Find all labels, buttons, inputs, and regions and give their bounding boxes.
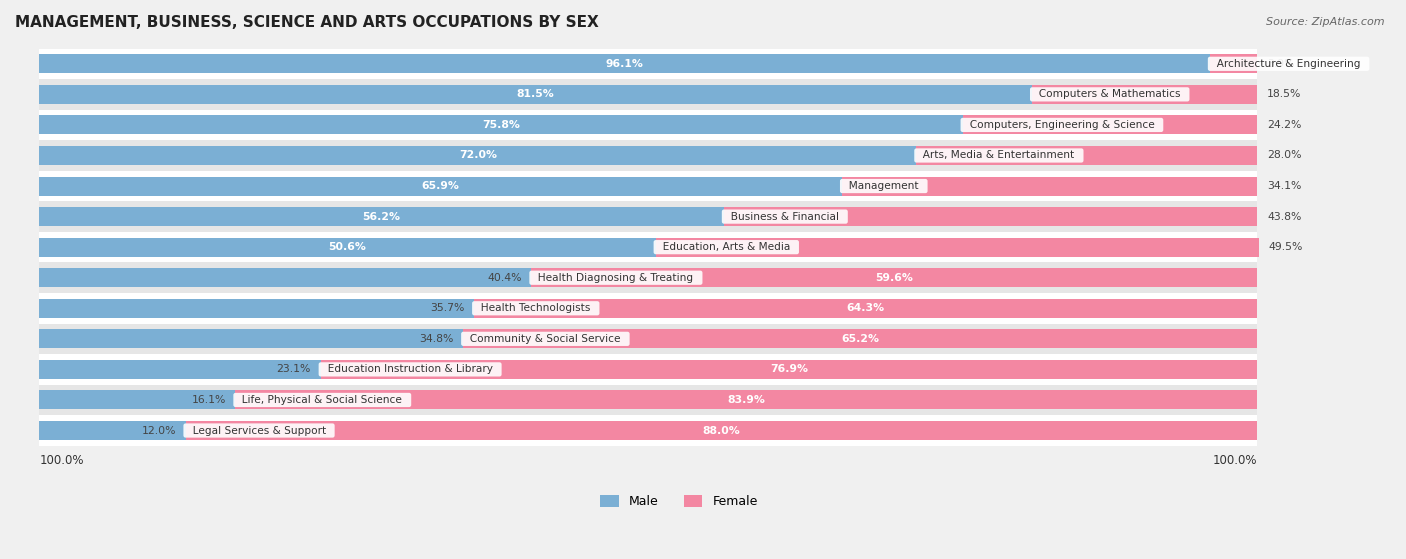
Bar bbox=[463, 329, 1257, 348]
Bar bbox=[39, 299, 474, 318]
Text: 28.0%: 28.0% bbox=[1267, 150, 1302, 160]
Bar bbox=[39, 49, 1257, 79]
Text: Computers, Engineering & Science: Computers, Engineering & Science bbox=[963, 120, 1161, 130]
Text: 83.9%: 83.9% bbox=[727, 395, 765, 405]
Bar bbox=[917, 146, 1257, 165]
Bar bbox=[531, 268, 1257, 287]
Text: 76.9%: 76.9% bbox=[770, 364, 808, 375]
Text: 81.5%: 81.5% bbox=[517, 89, 554, 100]
Bar bbox=[39, 324, 1257, 354]
Text: 12.0%: 12.0% bbox=[141, 425, 176, 435]
Bar bbox=[39, 54, 1211, 73]
Text: 24.2%: 24.2% bbox=[1267, 120, 1302, 130]
Legend: Male, Female: Male, Female bbox=[595, 490, 762, 513]
Bar bbox=[842, 177, 1257, 196]
Bar bbox=[39, 354, 1257, 385]
Bar bbox=[235, 391, 1257, 409]
Bar bbox=[39, 232, 1257, 262]
Text: 16.1%: 16.1% bbox=[191, 395, 226, 405]
Text: 64.3%: 64.3% bbox=[846, 304, 884, 313]
Bar bbox=[321, 360, 1257, 379]
Text: Education Instruction & Library: Education Instruction & Library bbox=[321, 364, 499, 375]
Bar bbox=[39, 116, 963, 134]
Text: Computers & Mathematics: Computers & Mathematics bbox=[1032, 89, 1187, 100]
Text: 50.6%: 50.6% bbox=[329, 242, 367, 252]
Bar bbox=[39, 268, 531, 287]
Text: 100.0%: 100.0% bbox=[39, 454, 84, 467]
Text: 100.0%: 100.0% bbox=[1213, 454, 1257, 467]
Bar bbox=[186, 421, 1257, 440]
Bar bbox=[39, 385, 1257, 415]
Text: 35.7%: 35.7% bbox=[430, 304, 464, 313]
Text: 3.9%: 3.9% bbox=[1267, 59, 1295, 69]
Text: 18.5%: 18.5% bbox=[1267, 89, 1302, 100]
Text: 65.2%: 65.2% bbox=[841, 334, 879, 344]
Text: 88.0%: 88.0% bbox=[703, 425, 741, 435]
Text: Business & Financial: Business & Financial bbox=[724, 212, 845, 221]
Text: Life, Physical & Social Science: Life, Physical & Social Science bbox=[235, 395, 409, 405]
Bar bbox=[655, 238, 1258, 257]
Bar bbox=[39, 415, 1257, 446]
Text: 56.2%: 56.2% bbox=[363, 212, 401, 221]
Text: 75.8%: 75.8% bbox=[482, 120, 520, 130]
Text: 59.6%: 59.6% bbox=[876, 273, 914, 283]
Bar bbox=[724, 207, 1257, 226]
Text: Legal Services & Support: Legal Services & Support bbox=[186, 425, 333, 435]
Text: 34.8%: 34.8% bbox=[419, 334, 454, 344]
Text: 43.8%: 43.8% bbox=[1267, 212, 1302, 221]
Bar bbox=[39, 329, 463, 348]
Bar bbox=[39, 207, 724, 226]
Bar bbox=[39, 201, 1257, 232]
Text: Management: Management bbox=[842, 181, 925, 191]
Text: 23.1%: 23.1% bbox=[277, 364, 311, 375]
Text: Health Diagnosing & Treating: Health Diagnosing & Treating bbox=[531, 273, 700, 283]
Bar bbox=[1211, 54, 1257, 73]
Bar bbox=[39, 170, 1257, 201]
Bar bbox=[39, 421, 186, 440]
Bar bbox=[39, 146, 917, 165]
Bar bbox=[39, 85, 1032, 104]
Text: Education, Arts & Media: Education, Arts & Media bbox=[655, 242, 797, 252]
Bar bbox=[39, 391, 235, 409]
Text: Community & Social Service: Community & Social Service bbox=[463, 334, 627, 344]
Text: 65.9%: 65.9% bbox=[422, 181, 460, 191]
Text: MANAGEMENT, BUSINESS, SCIENCE AND ARTS OCCUPATIONS BY SEX: MANAGEMENT, BUSINESS, SCIENCE AND ARTS O… bbox=[15, 15, 599, 30]
Text: 49.5%: 49.5% bbox=[1268, 242, 1303, 252]
Text: Health Technologists: Health Technologists bbox=[474, 304, 598, 313]
Bar bbox=[39, 79, 1257, 110]
Bar bbox=[474, 299, 1257, 318]
Bar bbox=[39, 360, 321, 379]
Bar bbox=[39, 140, 1257, 170]
Bar bbox=[39, 177, 842, 196]
Bar bbox=[1032, 85, 1257, 104]
Text: 40.4%: 40.4% bbox=[488, 273, 522, 283]
Bar bbox=[963, 116, 1257, 134]
Text: 72.0%: 72.0% bbox=[458, 150, 496, 160]
Bar bbox=[39, 293, 1257, 324]
Text: Arts, Media & Entertainment: Arts, Media & Entertainment bbox=[917, 150, 1081, 160]
Text: 34.1%: 34.1% bbox=[1267, 181, 1302, 191]
Text: Architecture & Engineering: Architecture & Engineering bbox=[1211, 59, 1367, 69]
Text: Source: ZipAtlas.com: Source: ZipAtlas.com bbox=[1267, 17, 1385, 27]
Bar bbox=[39, 262, 1257, 293]
Bar bbox=[39, 238, 655, 257]
Bar bbox=[39, 110, 1257, 140]
Text: 96.1%: 96.1% bbox=[606, 59, 644, 69]
